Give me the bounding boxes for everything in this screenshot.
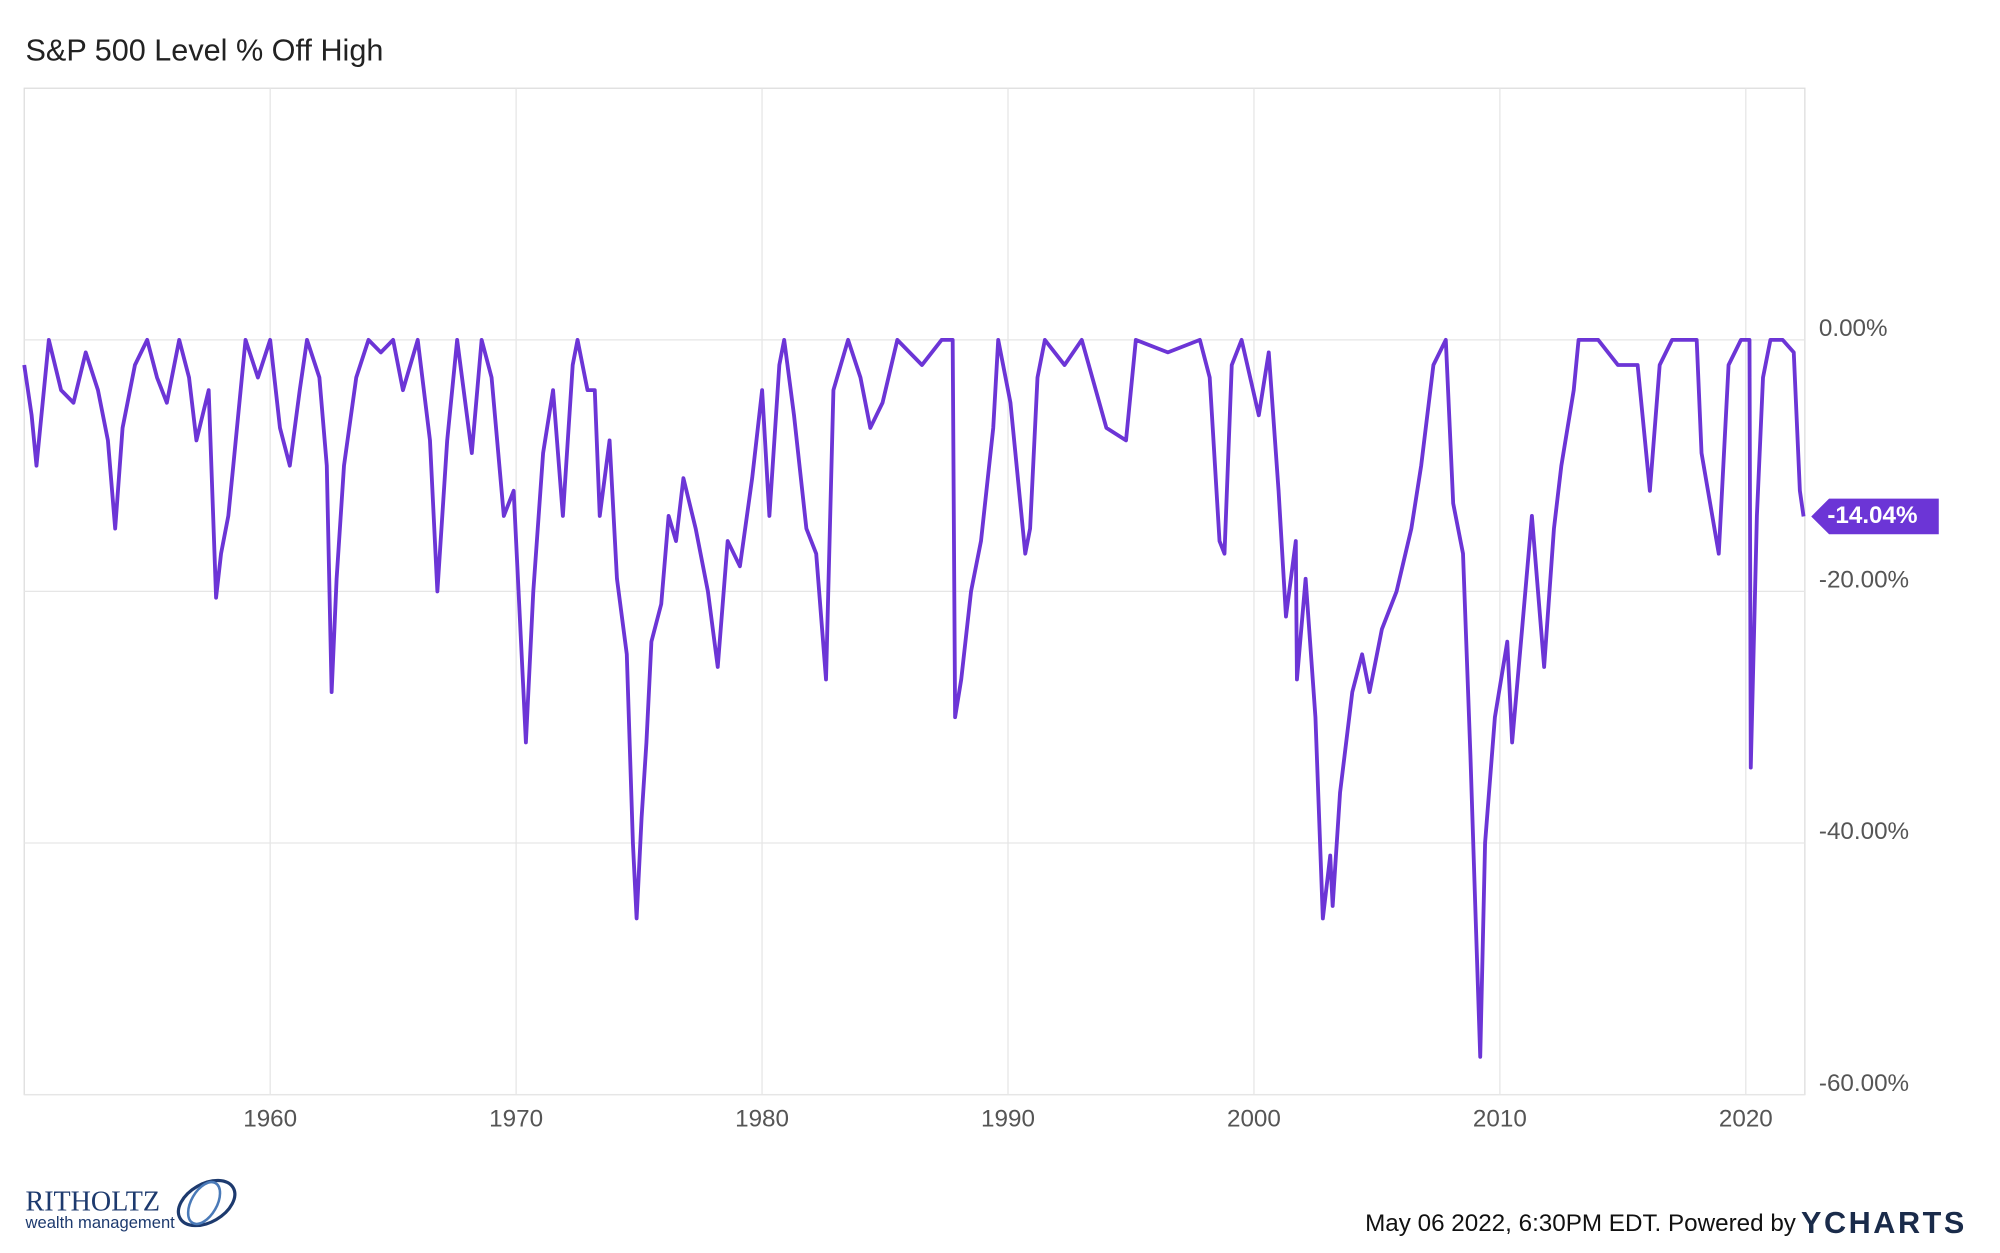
- y-tick-label: -60.00%: [1819, 1070, 1909, 1097]
- x-tick-label: 1960: [243, 1106, 297, 1133]
- x-tick-label: 2020: [1719, 1106, 1773, 1133]
- last-value-label: -14.04%: [1827, 502, 1917, 529]
- logo-sub: wealth management: [25, 1213, 176, 1232]
- x-tick-label: 2010: [1473, 1106, 1527, 1133]
- x-tick-label: 2000: [1227, 1106, 1281, 1133]
- x-tick-label: 1970: [489, 1106, 543, 1133]
- timestamp: May 06 2022, 6:30PM EDT. Powered by: [1365, 1210, 1797, 1237]
- y-tick-label: 0.00%: [1819, 315, 1888, 342]
- brand-logo: YCHARTS: [1801, 1206, 1967, 1240]
- logo-name: RITHOLTZ: [26, 1187, 161, 1218]
- ritholtz-logo: RITHOLTZ wealth management: [25, 1178, 237, 1232]
- x-tick-label: 1980: [735, 1106, 789, 1133]
- chart-title: S&P 500 Level % Off High: [26, 34, 384, 68]
- logo-icon: [176, 1178, 237, 1228]
- y-tick-label: -40.00%: [1819, 818, 1909, 845]
- last-value-callout: [1811, 498, 1939, 535]
- y-tick-label: -20.00%: [1819, 567, 1909, 594]
- logo-icon: [186, 1180, 222, 1226]
- data-line: [22, 337, 1806, 1059]
- x-tick-label: 1990: [981, 1106, 1035, 1133]
